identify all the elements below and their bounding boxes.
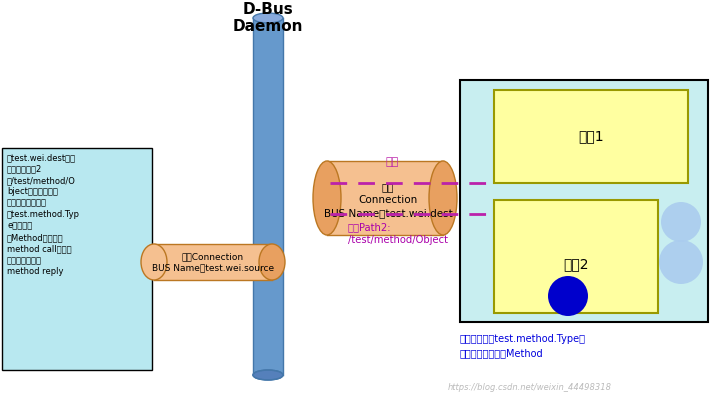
Circle shape: [548, 276, 588, 316]
Ellipse shape: [141, 244, 167, 280]
Text: D-Bus
Daemon: D-Bus Daemon: [233, 2, 303, 34]
Text: 路径Path2:
/test/method/Object: 路径Path2: /test/method/Object: [348, 222, 448, 245]
Bar: [327, 161, 443, 235]
Text: 有一个接口：test.method.Type，
其有一个方法叫做Method: 有一个接口：test.method.Type， 其有一个方法叫做Method: [460, 334, 586, 358]
Text: 向test.wei.dest所连
接应用的对象2
（/test/method/O
bject）发送消息，
触发器中一个接口
（test.method.Typ
e: 向test.wei.dest所连 接应用的对象2 （/test/method/O…: [7, 153, 80, 277]
Circle shape: [659, 240, 703, 284]
Bar: [494, 200, 658, 313]
Ellipse shape: [253, 370, 283, 380]
Bar: [154, 244, 272, 280]
Bar: [253, 18, 283, 375]
Text: 连接Connection
BUS Name：test.wei.source: 连接Connection BUS Name：test.wei.source: [152, 252, 274, 272]
Ellipse shape: [253, 13, 283, 23]
Ellipse shape: [259, 244, 285, 280]
Text: 连接: 连接: [386, 157, 398, 167]
Bar: [460, 80, 708, 322]
Text: 对象2: 对象2: [563, 257, 589, 271]
Circle shape: [661, 202, 701, 242]
Text: 连接
Connection
BUS Name：test.wei.dest: 连接 Connection BUS Name：test.wei.dest: [323, 182, 453, 218]
Ellipse shape: [429, 161, 457, 235]
Bar: [2, 148, 152, 370]
Text: 对象1: 对象1: [578, 130, 604, 144]
Ellipse shape: [313, 161, 341, 235]
Text: https://blog.csdn.net/weixin_44498318: https://blog.csdn.net/weixin_44498318: [448, 383, 612, 392]
Bar: [494, 90, 688, 183]
